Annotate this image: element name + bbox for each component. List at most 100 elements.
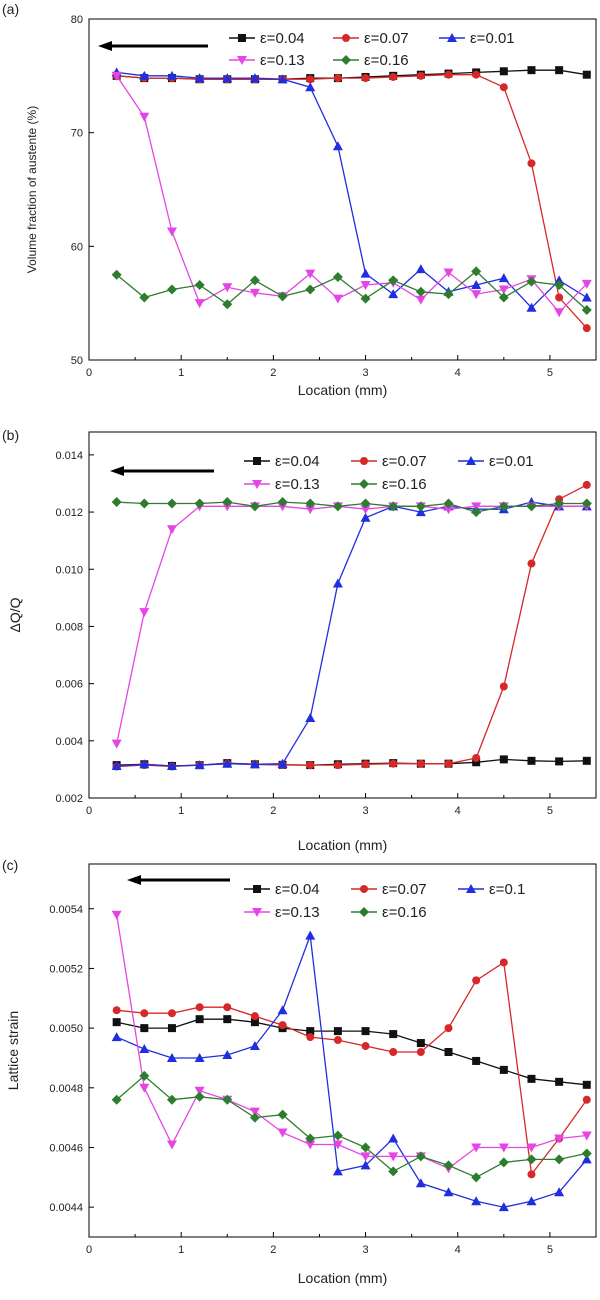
data-point — [361, 74, 370, 83]
series-line — [116, 501, 587, 767]
data-point — [527, 159, 536, 168]
data-point — [139, 1070, 150, 1081]
data-point — [360, 293, 371, 304]
x-tick-label: 3 — [362, 367, 368, 379]
data-point — [554, 498, 565, 509]
data-point — [471, 1172, 482, 1183]
y-tick-label: 0.008 — [55, 621, 83, 633]
legend-label: ε=0.16 — [382, 904, 427, 921]
data-point — [360, 512, 371, 522]
x-tick-label: 4 — [455, 367, 461, 379]
series-1 — [112, 755, 591, 770]
data-point — [498, 273, 509, 283]
data-point — [581, 1148, 592, 1159]
legend-label: ε=0.16 — [382, 476, 427, 493]
data-point — [443, 1160, 454, 1171]
data-point — [250, 1018, 259, 1027]
x-tick-label: 1 — [178, 367, 184, 379]
series-1 — [112, 1015, 591, 1089]
data-point — [305, 1133, 316, 1144]
legend-label: ε=0.13 — [260, 52, 305, 69]
data-point — [139, 292, 150, 303]
data-point — [360, 498, 371, 509]
data-point — [333, 74, 342, 83]
data-point — [305, 82, 316, 92]
data-point — [388, 1133, 399, 1143]
data-point — [388, 289, 399, 299]
data-point — [194, 299, 205, 309]
data-point — [416, 1047, 425, 1056]
data-point — [526, 1196, 537, 1206]
data-point — [555, 757, 564, 766]
series-line — [116, 935, 588, 1208]
x-axis-label: Location (mm) — [298, 837, 387, 853]
data-point — [194, 279, 205, 290]
data-point — [527, 559, 536, 568]
panel-label: (b) — [2, 427, 19, 443]
chart-panel: 0 1 2 3 4 5 50 60 70 80 Location (mm) Volume fracti… — [2, 1, 597, 398]
data-point — [499, 958, 508, 967]
data-point — [333, 761, 342, 770]
data-point — [222, 299, 233, 310]
data-point — [332, 1166, 343, 1176]
legend-label: ε=0.16 — [364, 52, 409, 69]
data-point — [415, 286, 426, 297]
data-point — [360, 280, 371, 290]
data-point — [222, 73, 233, 83]
data-point — [581, 304, 592, 315]
data-point — [471, 266, 482, 277]
data-point — [554, 275, 565, 285]
series-line — [116, 1018, 587, 1086]
data-point — [333, 1027, 342, 1036]
legend-marker — [359, 907, 369, 917]
legend-marker — [253, 885, 261, 893]
x-tick-label: 5 — [547, 367, 553, 379]
y-tick-label: 0.012 — [55, 507, 83, 519]
data-point — [277, 1005, 288, 1015]
data-point — [278, 1021, 287, 1030]
series-line — [116, 74, 588, 329]
legend-label: ε=0.04 — [260, 30, 305, 47]
y-tick-label: 0.014 — [55, 450, 83, 462]
x-tick-label: 5 — [547, 1244, 553, 1256]
y-axis-label: Lattice strain — [5, 1011, 21, 1090]
data-point — [306, 1027, 315, 1036]
data-point — [472, 976, 481, 985]
x-tick-label: 5 — [547, 805, 553, 817]
legend-label: ε=0.07 — [364, 30, 409, 47]
legend-label: ε=0.1 — [489, 881, 525, 898]
x-tick-label: 2 — [270, 805, 276, 817]
series-line — [116, 914, 587, 1170]
series-3 — [111, 930, 592, 1212]
data-point — [388, 501, 399, 512]
data-point — [140, 1024, 149, 1033]
legend-marker — [252, 480, 262, 489]
y-tick-label: 0.004 — [55, 736, 83, 748]
legend-marker — [238, 34, 246, 42]
data-point — [582, 756, 591, 765]
data-point — [111, 760, 122, 770]
data-point — [332, 141, 343, 151]
data-point — [388, 1152, 399, 1162]
data-point — [444, 70, 453, 79]
data-point — [250, 1012, 259, 1021]
data-point — [222, 497, 233, 508]
plot-frame — [88, 431, 597, 799]
series-1 — [112, 66, 591, 84]
data-point — [581, 292, 592, 302]
data-point — [581, 279, 592, 289]
data-point — [472, 70, 481, 79]
data-point — [389, 72, 398, 81]
x-axis-label: Location (mm) — [298, 1270, 387, 1286]
data-point — [332, 1130, 343, 1141]
series-3 — [111, 67, 592, 312]
data-point — [443, 1187, 454, 1197]
data-point — [111, 910, 122, 920]
data-point — [498, 292, 509, 303]
legend-label: ε=0.04 — [275, 881, 320, 898]
data-point — [527, 66, 536, 75]
data-point — [526, 302, 537, 312]
data-point — [498, 1202, 509, 1212]
series-line — [116, 75, 588, 314]
y-tick-label: 80 — [71, 14, 83, 26]
